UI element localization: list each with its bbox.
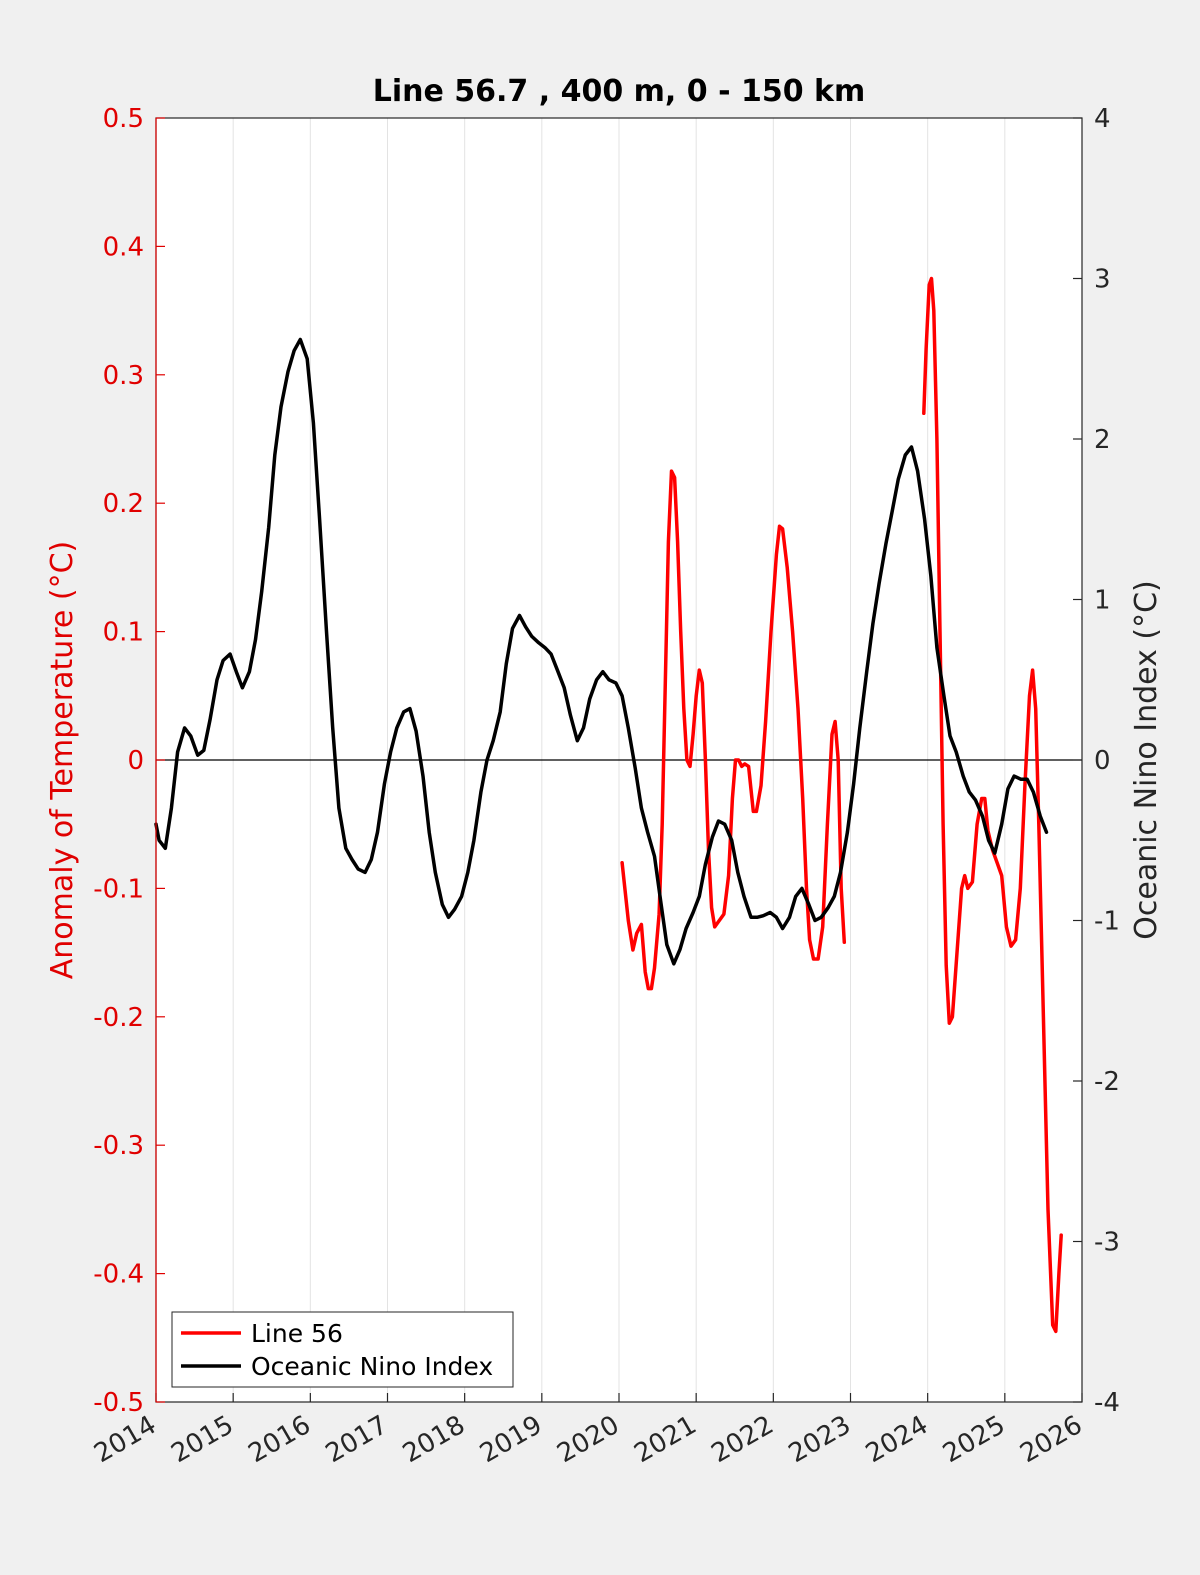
y-right-tick-label: 4 (1094, 104, 1111, 134)
y-left-tick-label: 0.2 (103, 489, 144, 519)
y-left-tick-label: 0.5 (103, 104, 144, 134)
y-left-tick-label: 0.1 (103, 618, 144, 648)
y-left-tick-label: -0.4 (93, 1260, 144, 1290)
chart-title: Line 56.7 , 400 m, 0 - 150 km (373, 74, 866, 109)
y-left-axis-ticks: -0.5 -0.4 -0.3 -0.2 -0.1 0 0.1 0.2 0.3 0.4 0.5 (93, 104, 165, 1418)
y-right-tick-label: -4 (1094, 1388, 1120, 1418)
y-right-axis-ticks: -4 -3 -2 -1 0 1 2 3 4 (1073, 104, 1120, 1418)
y-left-tick-label: 0.3 (103, 361, 144, 391)
y-left-tick-label: -0.1 (93, 874, 144, 904)
y-left-tick-label: -0.5 (93, 1388, 144, 1418)
y-right-tick-label: 1 (1094, 586, 1111, 616)
y-left-tick-label: 0 (127, 746, 144, 776)
y-right-tick-label: 0 (1094, 746, 1111, 776)
y-left-tick-label: 0.4 (103, 232, 144, 262)
y-right-tick-label: -3 (1094, 1228, 1120, 1258)
legend-label-oni: Oceanic Nino Index (251, 1352, 493, 1381)
legend-label-line56: Line 56 (251, 1319, 343, 1348)
series-layer (154, 276, 1063, 1334)
y-right-tick-label: -1 (1094, 907, 1120, 937)
y-right-tick-label: 3 (1094, 265, 1111, 295)
legend-box (171, 1311, 514, 1388)
y-left-axis-label: Anomaly of Temperature (°C) (45, 541, 80, 980)
y-left-tick-label: -0.3 (93, 1131, 144, 1161)
legend: Line 56 Oceanic Nino Index (171, 1311, 514, 1388)
y-left-tick-label: -0.2 (93, 1003, 144, 1033)
series-oni-line (154, 337, 1049, 966)
y-right-tick-label: 2 (1094, 425, 1111, 455)
y-right-tick-label: -2 (1094, 1067, 1120, 1097)
y-right-axis-label: Oceanic Nino Index (°C) (1129, 580, 1164, 940)
